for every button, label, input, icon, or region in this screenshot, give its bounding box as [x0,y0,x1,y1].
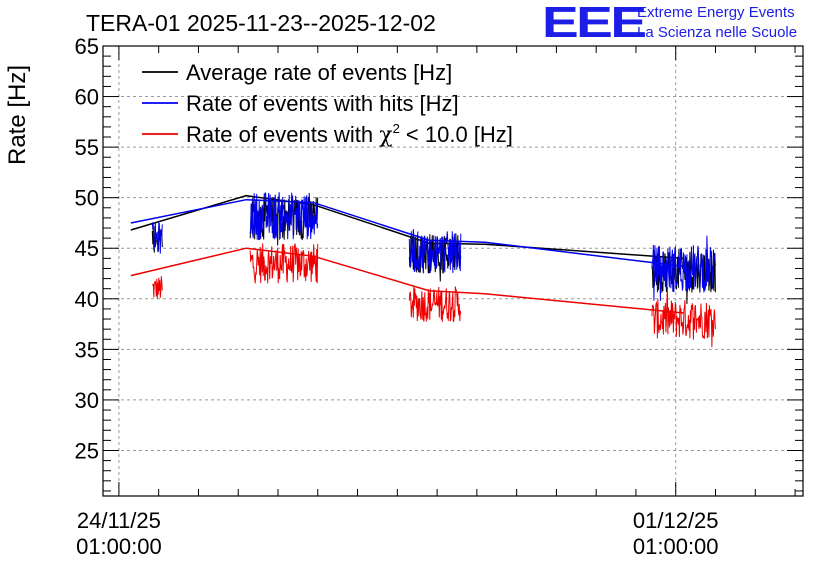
legend-label-hits: Rate of events with hits [Hz] [186,91,459,116]
logo-caption-line1: Extreme Energy Events [637,4,795,21]
logo-caption-line2: La Scienza nelle Scuole [637,24,798,41]
series-hits-burst [151,221,163,254]
series-average-trend [130,194,684,260]
x-tick-date: 24/11/25 [76,508,161,533]
series-hits-burst [249,192,319,241]
y-tick-label: 40 [75,287,99,312]
x-tick-date: 01/12/25 [632,508,719,533]
y-tick-label: 65 [75,34,99,59]
series-hits-burst [408,228,462,274]
series-hits-burst [651,235,716,301]
series-chi2-burst [408,285,462,323]
chart-title: TERA-01 2025-11-23--2025-12-02 [86,10,436,36]
series-hits-trend [130,198,684,268]
eee-logo: EEE [542,0,647,47]
series-chi2-burst [151,276,163,299]
y-tick-label: 55 [75,135,99,160]
legend-label-chi2: Rate of events with χ2 < 10.0 [Hz] [186,121,513,148]
x-tick-time: 01:00:00 [632,534,719,559]
plot-frame [102,45,804,497]
legend-label-average: Average rate of events [Hz] [186,60,452,85]
x-tick-time: 01:00:00 [76,534,162,559]
x-tick-label: 01/12/25 01:00:00 [616,508,736,560]
x-tick-label: 24/11/25 01:00:00 [59,508,179,560]
y-tick-label: 35 [75,337,99,362]
series-chi2-trend [130,247,684,314]
series-chi2-burst [249,243,319,284]
series-chi2-burst [651,286,716,348]
y-tick-label: 25 [75,438,99,463]
y-tick-label: 45 [75,236,99,261]
y-tick-label: 30 [75,388,99,413]
y-tick-label: 50 [75,186,99,211]
y-tick-label: 60 [75,85,99,110]
